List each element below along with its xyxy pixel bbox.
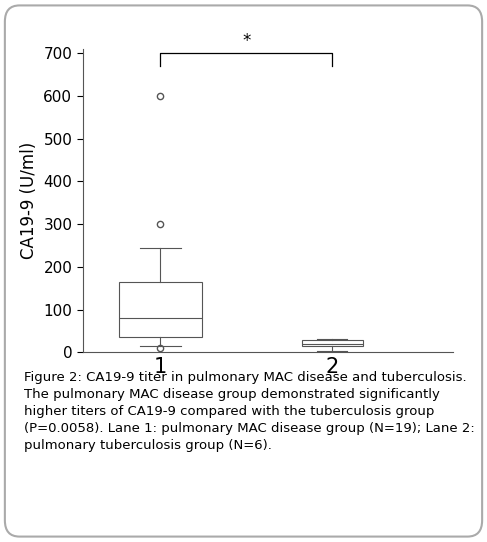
- PathPatch shape: [302, 340, 362, 346]
- PathPatch shape: [119, 282, 202, 337]
- Y-axis label: CA19-9 (U/ml): CA19-9 (U/ml): [20, 142, 38, 259]
- Text: *: *: [242, 31, 250, 50]
- Text: Figure 2: CA19-9 titer in pulmonary MAC disease and tuberculosis.
The pulmonary : Figure 2: CA19-9 titer in pulmonary MAC …: [24, 371, 475, 452]
